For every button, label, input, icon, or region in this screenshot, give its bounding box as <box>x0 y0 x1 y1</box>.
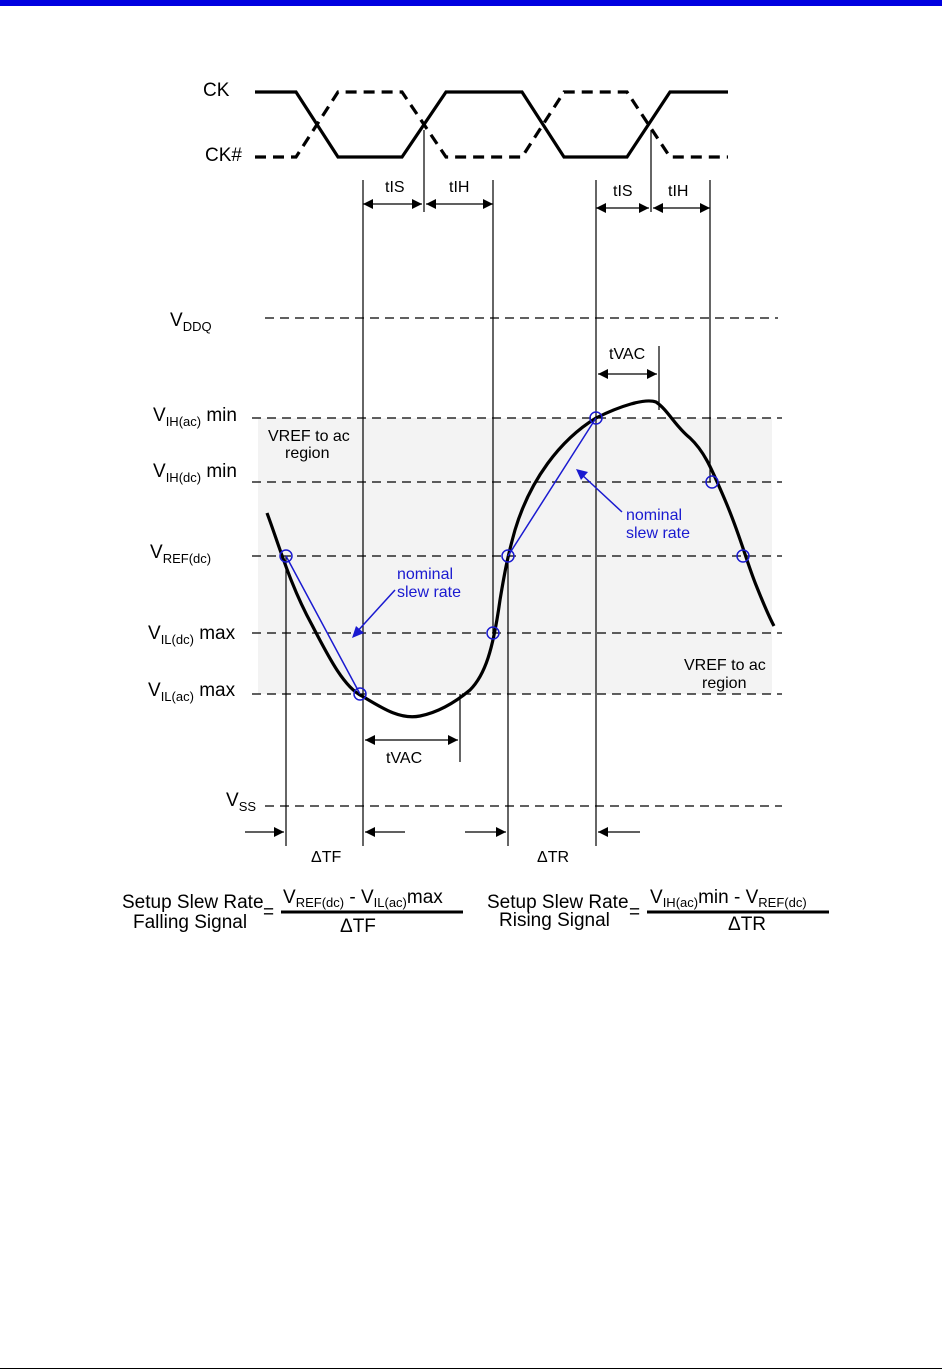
footer-rule <box>0 1368 942 1369</box>
ckb-label: CK# <box>205 145 242 166</box>
delta-tr-label: ΔTR <box>537 849 569 866</box>
ck-waveform <box>255 90 728 159</box>
vref-dc-label: VREF(dc) <box>150 542 211 566</box>
nominal-left-text-2: slew rate <box>397 584 461 601</box>
nominal-right-text-1: nominal <box>626 507 682 524</box>
formula-falling-denominator: ΔTF <box>340 916 376 937</box>
formula-rising: Setup Slew Rate Rising Signal = VIH(ac)m… <box>487 887 829 935</box>
tis-arrow-2 <box>596 203 649 213</box>
tis-label-2: tIS <box>613 183 633 200</box>
formula-rising-equals: = <box>629 902 640 923</box>
formula-falling-name-1: Setup Slew Rate <box>122 892 264 913</box>
tis-label-1: tIS <box>385 179 405 196</box>
formula-rising-name-2: Rising Signal <box>499 910 610 931</box>
vddq-label: VDDQ <box>170 310 212 334</box>
tis-arrow-1 <box>363 199 422 209</box>
marker-falling-vilac <box>353 687 367 701</box>
formula-rising-name-1: Setup Slew Rate <box>487 892 629 913</box>
delta-tf-label: ΔTF <box>311 849 341 866</box>
tvac-bottom-label: tVAC <box>386 750 422 767</box>
nominal-slew-line-falling <box>285 555 361 695</box>
nominal-slew-line-rising <box>507 417 597 557</box>
formula-falling-name-2: Falling Signal <box>133 912 247 933</box>
nominal-left-pointer <box>352 589 396 638</box>
tvac-bottom-arrow <box>365 735 458 745</box>
vil-ac-label: VIL(ac) max <box>148 680 236 704</box>
delta-tf-arrows <box>245 827 405 837</box>
tih-label-1: tIH <box>449 179 469 196</box>
region-top-text-1: VREF to ac <box>268 428 350 445</box>
tih-arrow-2 <box>653 203 710 213</box>
formula-rising-denominator: ΔTR <box>728 914 766 935</box>
marker-rising-vihac <box>589 411 603 425</box>
region-top-text-2: region <box>285 445 329 462</box>
nominal-right-pointer <box>576 469 623 513</box>
header-bar <box>0 0 942 6</box>
vih-dc-label: VIH(dc) min <box>153 461 237 485</box>
ckb-waveform <box>255 90 728 159</box>
marker-falling-vref <box>279 549 293 563</box>
formula-rising-numerator: VIH(ac)min - VREF(dc) <box>650 887 807 910</box>
tvac-top-label: tVAC <box>609 346 645 363</box>
tih-arrow-1 <box>426 199 493 209</box>
tih-label-2: tIH <box>668 183 688 200</box>
marker-falling2-vref <box>736 549 750 563</box>
signal-waveform <box>265 399 776 719</box>
marker-falling2-vihdc <box>705 475 719 489</box>
formula-falling-numerator: VREF(dc) - VIL(ac)max <box>283 887 443 910</box>
formula-falling-equals: = <box>263 902 274 923</box>
formula-falling: Setup Slew Rate Falling Signal = VREF(dc… <box>122 887 463 937</box>
region-shade-bottom <box>258 556 772 694</box>
tvac-top-arrow <box>598 369 657 379</box>
marker-rising-vildc <box>486 626 500 640</box>
marker-rising-vref <box>501 549 515 563</box>
vss-label: VSS <box>226 790 256 814</box>
ck-label: CK <box>203 80 230 101</box>
region-bottom-text-1: VREF to ac <box>684 657 766 674</box>
vil-dc-label: VIL(dc) max <box>148 623 236 647</box>
nominal-right-text-2: slew rate <box>626 525 690 542</box>
region-bottom-text-2: region <box>702 675 746 692</box>
nominal-left-text-1: nominal <box>397 566 453 583</box>
delta-tr-arrows <box>465 827 640 837</box>
vih-ac-label: VIH(ac) min <box>153 405 237 429</box>
